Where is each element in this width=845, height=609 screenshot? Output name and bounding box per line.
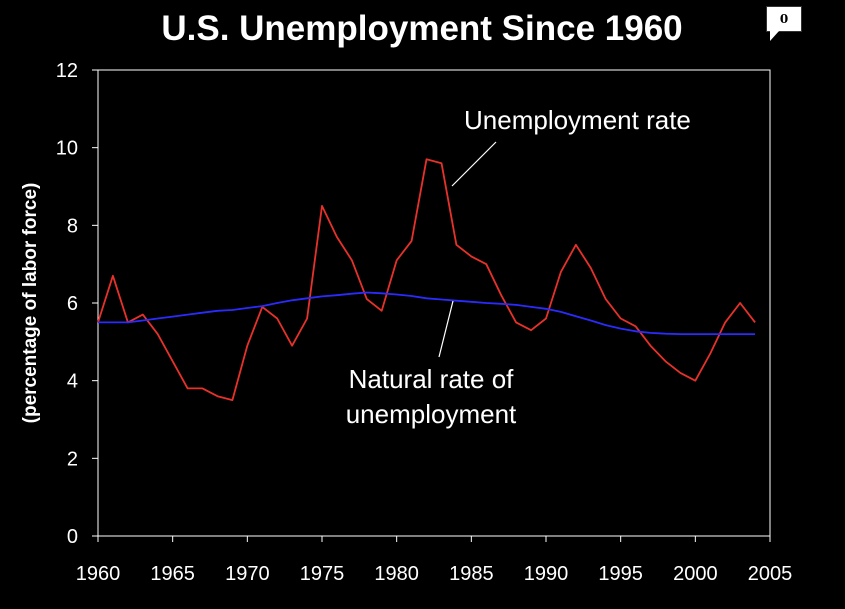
- y-tick-label: 2: [67, 448, 78, 470]
- y-tick-label: 10: [56, 138, 78, 160]
- x-tick-label: 2000: [673, 563, 718, 585]
- x-tick-label: 2005: [748, 563, 793, 585]
- plot-border: [97, 69, 771, 537]
- x-tick-label: 1970: [225, 563, 270, 585]
- natural-rate-annotation-line1: Natural rate of: [349, 364, 515, 394]
- unemployment-rate-leader-line: [451, 141, 497, 187]
- unemployment-rate-annotation: Unemployment rate: [464, 105, 691, 135]
- y-tick-label: 6: [67, 293, 78, 315]
- plot-frame: [97, 69, 771, 537]
- x-tick-label: 1995: [598, 563, 643, 585]
- natural-rate-annotation-line2: unemployment: [346, 399, 517, 429]
- y-tick-label: 4: [67, 371, 78, 393]
- y-axis: 0 2 4 6 8 10 12: [56, 60, 98, 548]
- chart-title: U.S. Unemployment Since 1960: [161, 9, 682, 48]
- x-tick-label: 1960: [76, 563, 121, 585]
- y-tick-label: 12: [56, 60, 78, 82]
- natural-rate-leader-line: [438, 300, 454, 358]
- comment-count: 0: [779, 12, 789, 26]
- x-tick-label: 1980: [374, 563, 419, 585]
- x-tick-label: 1975: [300, 563, 345, 585]
- x-axis: 1960 1965 1970 1975 1980 1985 1990 1995 2000 2005: [76, 536, 793, 585]
- y-axis-label: (percentage of labor force): [20, 183, 41, 424]
- series-layer: [97, 158, 756, 402]
- comment-bubble-tail: [770, 31, 779, 41]
- y-tick-label: 8: [67, 215, 78, 237]
- comment-count-badge[interactable]: 0: [766, 6, 802, 32]
- x-tick-label: 1965: [150, 563, 195, 585]
- natural-rate-line: [98, 291, 756, 336]
- x-tick-label: 1990: [524, 563, 569, 585]
- x-tick-label: 1985: [449, 563, 494, 585]
- unemployment-rate-line: [97, 158, 756, 402]
- y-tick-label: 0: [67, 526, 78, 548]
